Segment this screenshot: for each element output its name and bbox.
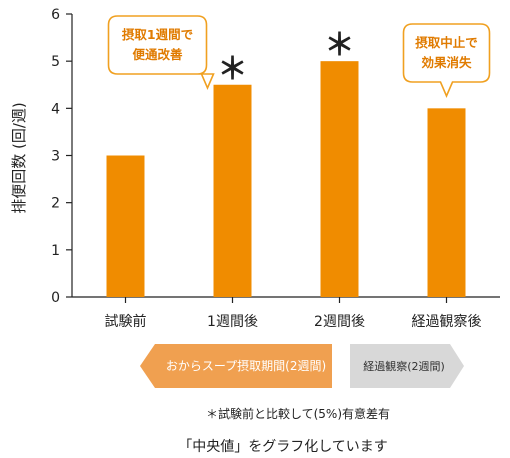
x-tick-label: 経過観察後 (412, 313, 482, 330)
x-tick-labels: 試験前 1週間後 2週間後 経過観察後 (105, 313, 482, 330)
y-tick-label: 1 (51, 243, 60, 259)
y-tick-label: 2 (51, 196, 60, 212)
bars (106, 61, 466, 297)
y-tick-label: 5 (51, 54, 60, 70)
x-tick-label: 試験前 (105, 313, 147, 330)
callout-text: 便通改善 (132, 47, 183, 62)
significance-note: ＊試験前と比較して(5%)有意差有 (206, 406, 390, 421)
callout-text: 摂取1週間で (122, 27, 193, 42)
callout-text: 効果消失 (421, 55, 472, 70)
significance-marks: ＊＊ (218, 28, 355, 87)
intake-period-arrow: おからスープ摂取期間(2週間) (140, 344, 332, 388)
y-tick-label: 6 (51, 7, 60, 23)
callout-text: 摂取中止で (415, 35, 478, 50)
observation-period-label: 経過観察(2週間) (363, 359, 445, 373)
bar (106, 155, 145, 297)
observation-arrow-shape (350, 344, 464, 388)
x-tick-label: 1週間後 (207, 314, 258, 330)
observation-period-arrow: 経過観察(2週間) (350, 344, 464, 388)
y-tick-label: 0 (51, 290, 60, 306)
significance-mark: ＊ (325, 28, 355, 63)
significance-mark: ＊ (218, 52, 248, 87)
chart-caption: 「中央値」をグラフ化しています (178, 439, 388, 455)
callout-shape (402, 23, 491, 99)
callout-shape (107, 15, 215, 91)
bar (320, 61, 359, 297)
y-tick-label: 3 (51, 149, 60, 165)
intake-period-label: おからスープ摂取期間(2週間) (166, 358, 326, 373)
y-ticks: 0 1 2 3 4 5 6 (51, 7, 72, 306)
y-axis-label: 排便回数 (回/週) (10, 102, 28, 214)
bar (427, 108, 466, 297)
bar (213, 84, 252, 297)
x-tick-label: 2週間後 (314, 314, 365, 330)
intake-arrow-shape (140, 344, 332, 388)
y-tick-label: 4 (51, 101, 60, 117)
